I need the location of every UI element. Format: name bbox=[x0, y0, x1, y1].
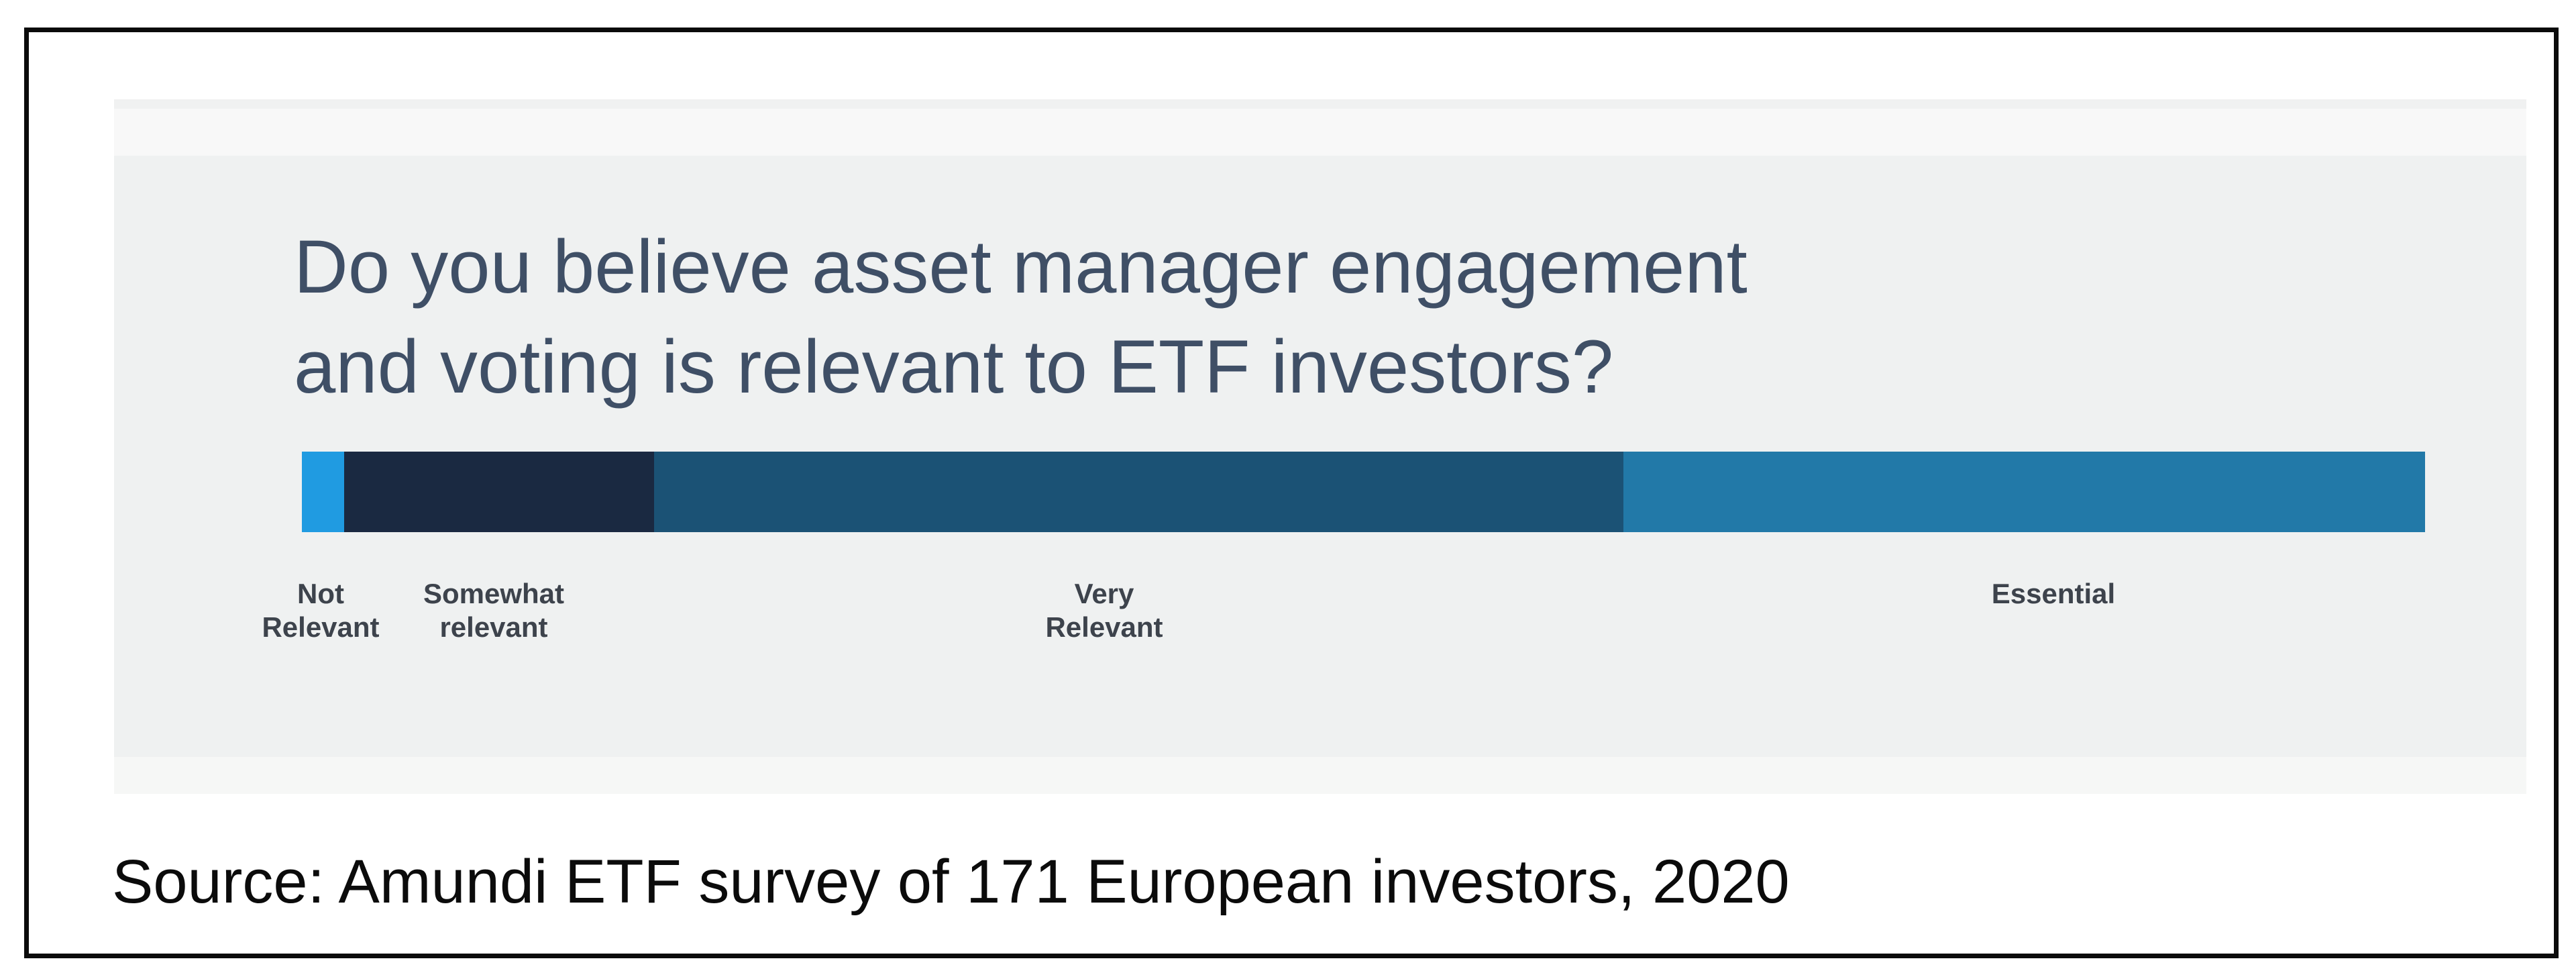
panel-top-light-strip bbox=[114, 109, 2526, 156]
bar-label-not-relevant: Not Relevant bbox=[262, 577, 379, 644]
bar-segment-essential bbox=[1623, 452, 2425, 532]
bar-label-very-relevant: Very Relevant bbox=[1045, 577, 1163, 644]
bar-label-not-relevant-line2: Relevant bbox=[262, 611, 380, 643]
bar-label-very-relevant-line2: Relevant bbox=[1045, 611, 1163, 643]
figure-border-frame: Do you believe asset manager engagement … bbox=[24, 28, 2559, 958]
stacked-bar bbox=[302, 452, 2425, 532]
bar-label-essential: Essential bbox=[1992, 577, 2115, 611]
bar-label-somewhat-relevant-line2: relevant bbox=[439, 611, 548, 643]
bar-label-somewhat-relevant-line1: Somewhat bbox=[423, 578, 565, 609]
bar-label-not-relevant-line1: Not bbox=[297, 578, 344, 609]
bar-segment-somewhat-relevant bbox=[343, 452, 655, 532]
panel-bottom-light-strip bbox=[114, 757, 2526, 794]
bar-label-somewhat-relevant: Somewhat relevant bbox=[423, 577, 564, 644]
bar-label-very-relevant-line1: Very bbox=[1074, 578, 1134, 609]
chart-title: Do you believe asset manager engagement … bbox=[294, 217, 2038, 417]
bar-segment-very-relevant bbox=[654, 452, 1624, 532]
panel-top-thin-strip bbox=[114, 99, 2526, 109]
bar-segment-not-relevant bbox=[302, 452, 344, 532]
bar-label-essential-line1: Essential bbox=[1991, 578, 2116, 609]
chart-title-line2: and voting is relevant to ETF investors? bbox=[294, 325, 1614, 409]
source-caption: Source: Amundi ETF survey of 171 Europea… bbox=[112, 848, 1790, 916]
chart-title-line1: Do you believe asset manager engagement bbox=[294, 225, 1748, 309]
chart-panel bbox=[114, 99, 2526, 794]
